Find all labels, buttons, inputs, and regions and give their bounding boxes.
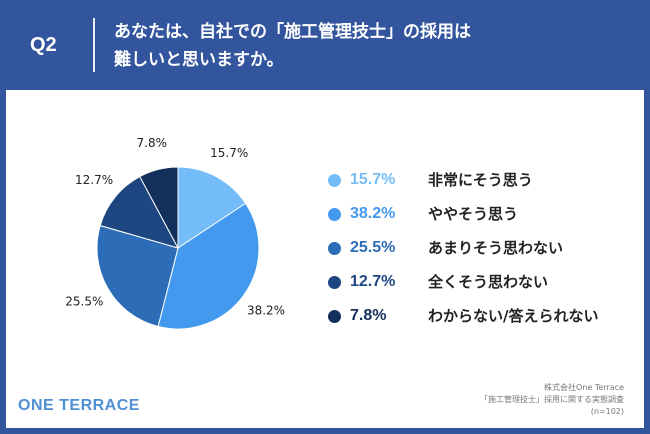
legend-item-not-much: 25.5% あまりそう思わない bbox=[328, 236, 628, 260]
question-line-2: 難しいと思いますか。 bbox=[114, 50, 284, 70]
brand-logo: ONE TERRACE bbox=[18, 397, 140, 414]
legend-value: 15.7% bbox=[350, 171, 396, 188]
pie-label-not-at-all: 12.7% bbox=[75, 173, 113, 187]
legend-label: あまりそう思わない bbox=[428, 239, 564, 257]
legend-item-somewhat: 38.2% ややそう思う bbox=[328, 202, 628, 226]
legend-swatch bbox=[328, 208, 341, 221]
legend-value: 7.8% bbox=[350, 307, 387, 324]
source-sample: (n=102) bbox=[590, 407, 624, 416]
legend-item-not-at-all: 12.7% 全くそう思わない bbox=[328, 270, 628, 294]
legend-value: 12.7% bbox=[350, 273, 396, 290]
pie-slice-not-much bbox=[96, 224, 179, 328]
legend-label: 全くそう思わない bbox=[428, 273, 549, 291]
source-note: 株式会社One Terrace 「施工管理技士」採用に関する実態調査 (n=10… bbox=[480, 382, 624, 418]
pie-label-unknown: 7.8% bbox=[137, 136, 168, 150]
legend-item-very-much: 15.7% 非常にそう思う bbox=[328, 168, 628, 192]
legend-swatch bbox=[328, 310, 341, 323]
pie-chart: 15.7% 38.2% 25.5% 12.7% 7.8% bbox=[65, 136, 285, 330]
question-line-1: あなたは、自社での「施工管理技士」の採用は bbox=[114, 22, 471, 42]
source-survey: 「施工管理技士」採用に関する実態調査 bbox=[480, 395, 624, 404]
pie-slice-very-much bbox=[177, 166, 247, 249]
legend-swatch bbox=[328, 174, 341, 187]
legend-label: わからない/答えられない bbox=[428, 307, 599, 325]
pie-slice-not-at-all bbox=[99, 175, 179, 249]
legend-value: 25.5% bbox=[350, 239, 396, 256]
legend-swatch bbox=[328, 276, 341, 289]
legend-item-unknown: 7.8% わからない/答えられない bbox=[328, 304, 628, 328]
header-divider bbox=[93, 18, 95, 72]
pie-label-very-much: 15.7% bbox=[210, 146, 248, 160]
pie-label-somewhat: 38.2% bbox=[247, 304, 285, 318]
legend-value: 38.2% bbox=[350, 205, 396, 222]
pie-label-not-much: 25.5% bbox=[65, 295, 103, 309]
pie-slice-somewhat bbox=[157, 202, 260, 330]
question-header: Q2 あなたは、自社での「施工管理技士」の採用は 難しいと思いますか。 bbox=[0, 0, 650, 90]
source-company: 株式会社One Terrace bbox=[544, 383, 624, 392]
pie-slice-unknown bbox=[139, 166, 179, 249]
legend-label: 非常にそう思う bbox=[428, 171, 533, 189]
legend-label: ややそう思う bbox=[428, 205, 519, 223]
question-number: Q2 bbox=[30, 34, 57, 56]
question-text: あなたは、自社での「施工管理技士」の採用は 難しいと思いますか。 bbox=[114, 18, 634, 74]
legend-swatch bbox=[328, 242, 341, 255]
